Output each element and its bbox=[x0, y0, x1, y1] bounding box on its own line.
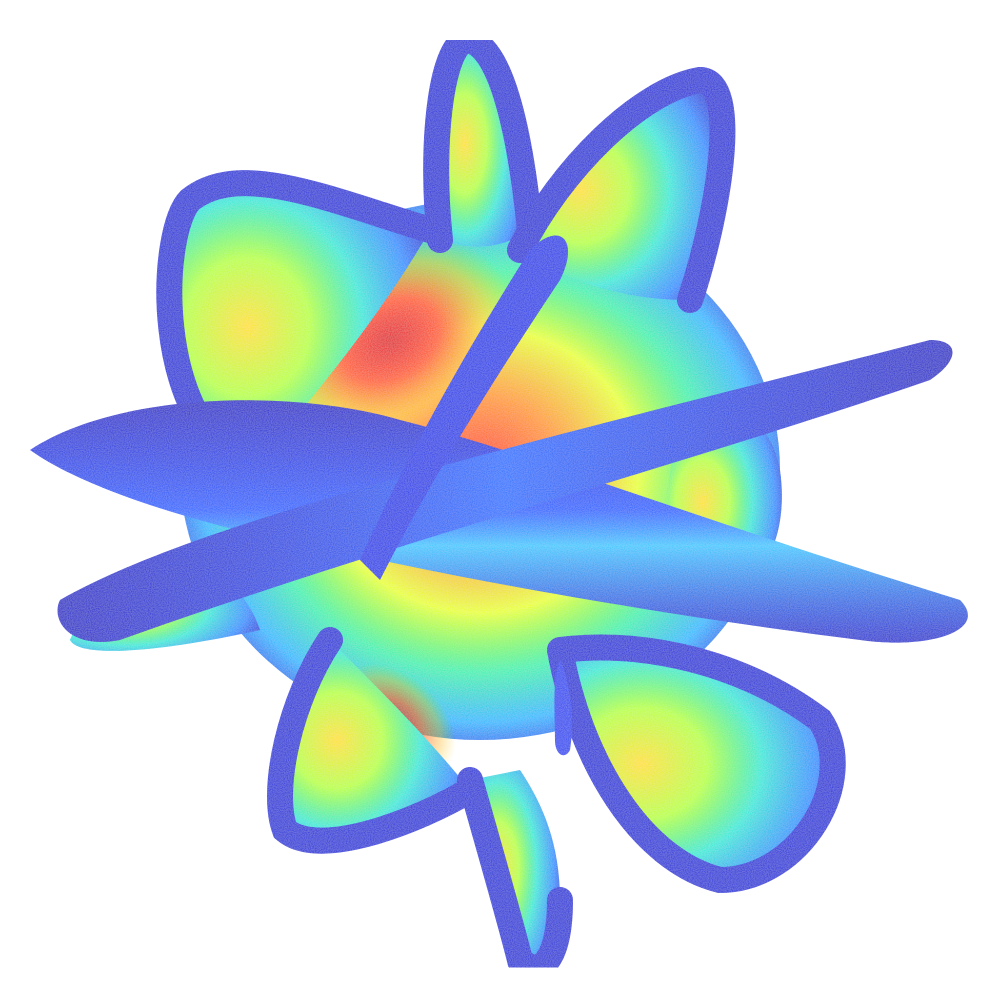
rim-upper-left bbox=[156, 170, 443, 483]
lobe-upper-left bbox=[169, 183, 430, 470]
lobe-upper-right bbox=[520, 80, 723, 300]
ring-inner-strut bbox=[360, 235, 569, 581]
rim-bottom bbox=[457, 767, 573, 981]
lobe-top bbox=[436, 40, 530, 247]
ring-horizontal-band bbox=[30, 400, 968, 643]
ring-diagonal-band bbox=[57, 340, 953, 642]
rim-lower-right bbox=[547, 634, 846, 894]
lobe-lower-left bbox=[280, 640, 470, 841]
rim-upper-right bbox=[507, 66, 736, 313]
lobe-lower-right bbox=[560, 647, 833, 880]
ring-lower-strut bbox=[554, 660, 572, 756]
rim-top bbox=[423, 26, 543, 253]
rim-lower-left bbox=[267, 627, 483, 854]
